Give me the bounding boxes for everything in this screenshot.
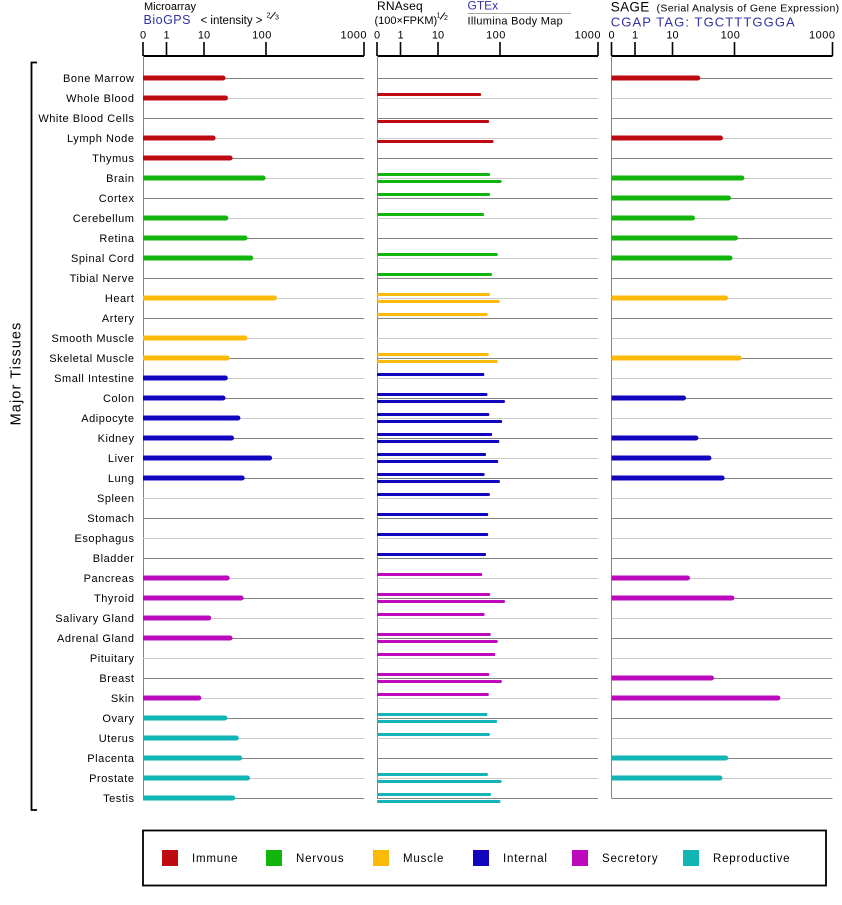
svg-text:Cerebellum: Cerebellum [73, 213, 135, 225]
svg-text:Reproductive: Reproductive [713, 853, 790, 865]
svg-text:Artery: Artery [102, 313, 135, 325]
svg-text:Thymus: Thymus [92, 153, 134, 165]
svg-text:Major Tissues: Major Tissues [8, 322, 24, 426]
svg-text:1000: 1000 [809, 30, 835, 42]
svg-text:10: 10 [198, 30, 210, 42]
svg-text:1: 1 [397, 30, 403, 42]
svg-text:Skin: Skin [111, 693, 135, 705]
svg-text:White Blood Cells: White Blood Cells [38, 113, 134, 125]
svg-text:Lymph Node: Lymph Node [67, 133, 134, 145]
svg-text:Nervous: Nervous [296, 853, 344, 865]
svg-text:2: 2 [444, 15, 448, 22]
svg-text:1: 1 [437, 13, 441, 20]
svg-text:Heart: Heart [105, 293, 135, 305]
svg-text:Ovary: Ovary [102, 713, 134, 725]
svg-text:0: 0 [608, 30, 614, 42]
svg-text:CGAP TAG: TGCTTTGGGA: CGAP TAG: TGCTTTGGGA [611, 15, 796, 30]
svg-text:Secretory: Secretory [602, 853, 658, 865]
svg-text:Adipocyte: Adipocyte [81, 413, 134, 425]
svg-text:Muscle: Muscle [403, 853, 444, 865]
svg-text:Bladder: Bladder [93, 553, 135, 565]
svg-text:Lung: Lung [108, 473, 135, 485]
svg-text:Smooth Muscle: Smooth Muscle [52, 333, 135, 345]
svg-text:Prostate: Prostate [89, 773, 134, 785]
svg-text:10: 10 [432, 30, 444, 42]
svg-text:10: 10 [666, 30, 678, 42]
svg-text:Small Intestine: Small Intestine [54, 373, 134, 385]
svg-text:Kidney: Kidney [98, 433, 135, 445]
svg-text:Cortex: Cortex [99, 193, 135, 205]
svg-text:Stomach: Stomach [87, 513, 134, 525]
svg-text:Liver: Liver [108, 453, 135, 465]
svg-text:100: 100 [721, 30, 741, 42]
svg-text:1000: 1000 [341, 30, 367, 42]
svg-text:100: 100 [486, 30, 506, 42]
svg-text:< intensity >: < intensity > [201, 15, 263, 27]
svg-text:0: 0 [140, 30, 146, 42]
svg-text:Whole Blood: Whole Blood [66, 93, 134, 105]
svg-text:Thyroid: Thyroid [94, 593, 135, 605]
svg-text:Placenta: Placenta [87, 753, 135, 765]
svg-text:100: 100 [252, 30, 272, 42]
svg-text:Microarray: Microarray [144, 1, 196, 13]
svg-text:Esophagus: Esophagus [75, 533, 135, 545]
svg-text:Pancreas: Pancreas [84, 573, 135, 585]
svg-text:Immune: Immune [192, 853, 238, 865]
svg-text:Breast: Breast [99, 673, 134, 685]
svg-text:Testis: Testis [103, 793, 134, 805]
svg-text:BioGPS: BioGPS [144, 13, 191, 27]
svg-text:Bone Marrow: Bone Marrow [63, 73, 134, 85]
svg-text:1: 1 [632, 30, 638, 42]
svg-text:Brain: Brain [106, 173, 134, 185]
svg-text:Uterus: Uterus [99, 733, 135, 745]
svg-text:Spleen: Spleen [97, 493, 135, 505]
svg-text:1000: 1000 [575, 30, 601, 42]
svg-text:Salivary Gland: Salivary Gland [55, 613, 134, 625]
svg-text:RNAseq: RNAseq [377, 0, 423, 13]
svg-text:Adrenal Gland: Adrenal Gland [57, 633, 134, 645]
svg-text:3: 3 [275, 15, 279, 22]
svg-text:Retina: Retina [99, 233, 134, 245]
svg-text:1: 1 [163, 30, 169, 42]
svg-text:Illumina Body Map: Illumina Body Map [468, 16, 564, 28]
svg-text:GTEx: GTEx [468, 0, 499, 13]
svg-text:Internal: Internal [503, 853, 548, 865]
svg-text:Spinal Cord: Spinal Cord [71, 253, 135, 265]
svg-text:Tibial Nerve: Tibial Nerve [70, 273, 135, 285]
svg-text:0: 0 [374, 30, 380, 42]
svg-text:Colon: Colon [103, 393, 135, 405]
svg-text:2: 2 [267, 13, 271, 20]
svg-text:Pituitary: Pituitary [90, 653, 135, 665]
svg-text:(Serial Analysis of Gene Expre: (Serial Analysis of Gene Expression) [657, 3, 840, 15]
svg-text:SAGE: SAGE [611, 0, 650, 15]
svg-text:(100×FPKM): (100×FPKM) [375, 15, 438, 27]
svg-text:Skeletal Muscle: Skeletal Muscle [49, 353, 134, 365]
